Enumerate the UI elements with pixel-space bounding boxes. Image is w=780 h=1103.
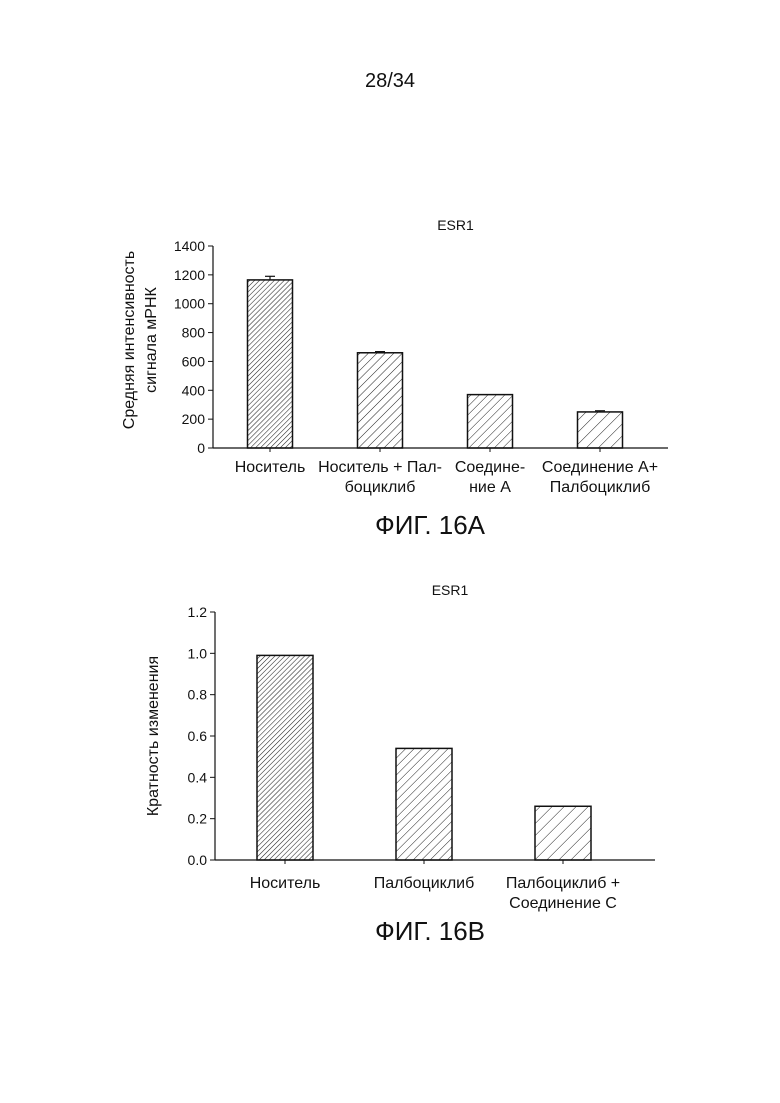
- bar: [248, 280, 293, 448]
- x-tick-label: Соединение С: [509, 895, 617, 912]
- y-tick-label: 200: [182, 411, 206, 427]
- y-tick-label: 0.2: [188, 811, 208, 827]
- y-tick-label: 400: [182, 382, 206, 398]
- chart-title: ESR1: [437, 217, 474, 233]
- y-tick-label: 0.8: [188, 687, 208, 703]
- chart-fig-16a: ESR1 0 200 400 600 800 1000 1200 1400 Средняя инт…: [121, 217, 668, 496]
- x-tick-label: Носитель + Пал-: [318, 459, 442, 476]
- x-tick-label: Палбоциклиб +: [506, 875, 620, 892]
- y-tick-label: 1000: [174, 296, 205, 312]
- x-tick-label: боциклиб: [345, 479, 416, 496]
- y-axis-label: сигнала мРНК: [143, 286, 160, 392]
- y-tick-label: 800: [182, 325, 206, 341]
- x-tick-label: Соедине-: [455, 459, 525, 476]
- chart-title: ESR1: [432, 582, 469, 598]
- y-tick-label: 1.0: [188, 645, 208, 661]
- figure-caption-16b: ФИГ. 16В: [40, 916, 780, 947]
- bar: [535, 806, 591, 860]
- x-tick-label: Носитель: [235, 459, 306, 476]
- y-tick-label: 0.6: [188, 728, 208, 744]
- y-tick-label: 0.0: [188, 852, 208, 868]
- x-tick-label: Палбоциклиб: [374, 875, 475, 892]
- x-tick-label: ние А: [469, 479, 511, 496]
- y-tick-label: 0: [197, 440, 205, 456]
- y-tick-label: 1.2: [188, 604, 208, 620]
- bar: [468, 395, 513, 448]
- y-tick-label: 600: [182, 353, 206, 369]
- y-tick-label: 1400: [174, 238, 205, 254]
- x-tick-label: Носитель: [250, 875, 321, 892]
- chart-fig-16b: ESR1 0.0 0.2 0.4 0.6 0.8 1.0 1.2 Кратность измен…: [145, 582, 655, 912]
- x-tick-label: Палбоциклиб: [550, 479, 651, 496]
- y-axis-label: Кратность изменения: [145, 656, 162, 816]
- x-tick-label: Соединение А+: [542, 459, 658, 476]
- bar: [358, 353, 403, 448]
- bar: [257, 655, 313, 860]
- y-axis-label: Средняя интенсивность: [121, 251, 138, 429]
- figure-caption-16a: ФИГ. 16А: [40, 510, 780, 541]
- bar: [396, 748, 452, 860]
- y-tick-label: 0.4: [188, 769, 208, 785]
- y-tick-label: 1200: [174, 267, 205, 283]
- bar: [578, 412, 623, 448]
